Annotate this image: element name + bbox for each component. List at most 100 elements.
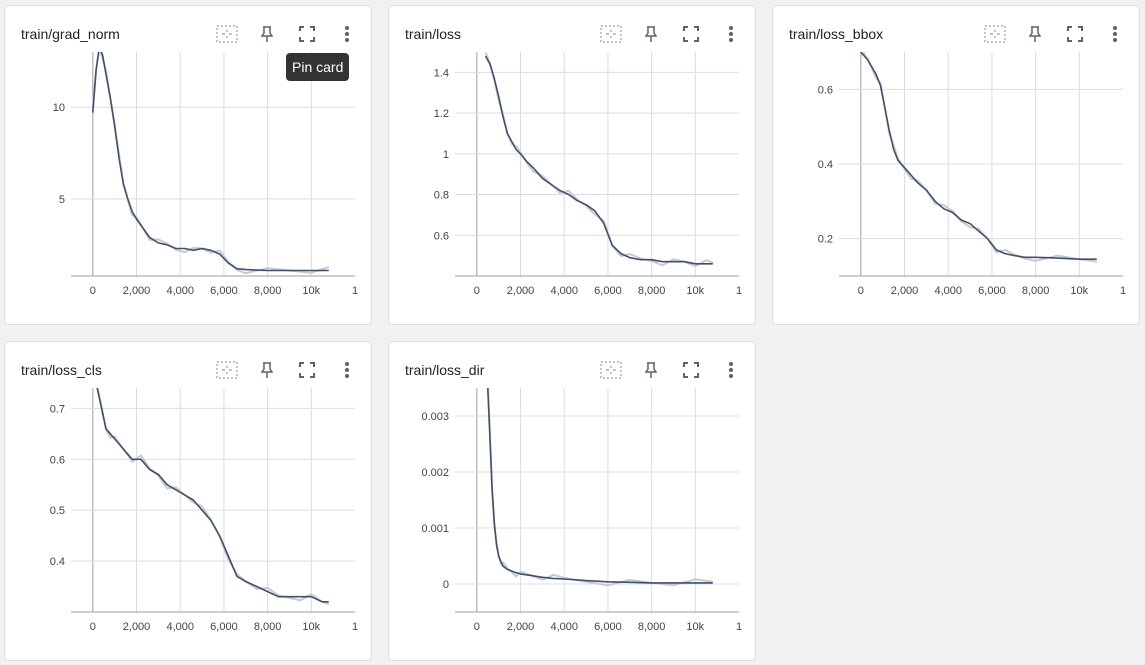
more-button[interactable]	[719, 358, 743, 382]
y-tick-label: 0.6	[818, 84, 833, 96]
card-title: train/loss_dir	[405, 362, 485, 378]
pin-button[interactable]	[1023, 22, 1047, 46]
line-chart[interactable]: 0 2,000 4,000 6,000 8,000 10k 1 0.6 0.8 1 1.2 1.4	[389, 52, 755, 302]
x-tick-label: 1	[1120, 285, 1126, 297]
line-chart[interactable]: 0 2,000 4,000 6,000 8,000 10k 1 0 0.001 0.002 0.00…	[389, 388, 755, 638]
pin-button[interactable]	[639, 358, 663, 382]
fullscreen-button[interactable]	[295, 358, 319, 382]
series-group	[96, 388, 330, 606]
x-tick-label: 10k	[302, 621, 320, 633]
more-vert-icon	[729, 26, 733, 42]
fullscreen-button[interactable]	[679, 22, 703, 46]
x-tick-label: 2,000	[507, 621, 535, 633]
x-tick-label: 1	[352, 621, 358, 633]
fit-domain-button[interactable]	[599, 22, 623, 46]
y-tick-label: 0.002	[421, 467, 449, 479]
x-tick-label: 0	[474, 621, 480, 633]
smoothed-series-line	[487, 388, 713, 584]
more-vert-icon	[345, 362, 349, 378]
chart-card-loss: train/loss 0 2,000 4,000 6,000 8,000 10k 1 0.6 0…	[388, 5, 756, 325]
x-tick-label: 6,000	[594, 285, 622, 297]
x-tick-label: 4,000	[166, 621, 194, 633]
more-button[interactable]	[719, 22, 743, 46]
series-group	[484, 52, 714, 268]
fit-domain-button[interactable]	[215, 358, 239, 382]
more-button[interactable]	[335, 22, 359, 46]
y-tick-label: 0.6	[50, 454, 65, 466]
y-tick-label: 0.5	[50, 505, 65, 517]
x-tick-label: 1	[736, 621, 742, 633]
fullscreen-button[interactable]	[1063, 22, 1087, 46]
y-tick-label: 0.7	[50, 403, 65, 415]
y-tick-label: 10	[53, 102, 65, 114]
x-tick-label: 8,000	[638, 621, 666, 633]
smoothed-series-line	[860, 52, 1097, 260]
x-tick-label: 0	[858, 285, 864, 297]
y-tick-label: 1	[443, 149, 449, 161]
smoothed-series-line	[484, 55, 713, 265]
fullscreen-button[interactable]	[295, 22, 319, 46]
smoothed-series-line	[92, 52, 329, 272]
raw-series-line	[484, 52, 714, 268]
line-chart[interactable]: 0 2,000 4,000 6,000 8,000 10k 1 0.2 0.4 0.6	[773, 52, 1139, 302]
y-tick-label: 0.6	[434, 230, 449, 242]
x-tick-label: 2,000	[123, 621, 151, 633]
y-tick-label: 0.001	[421, 523, 449, 535]
x-tick-label: 0	[90, 285, 96, 297]
fit-domain-icon	[984, 25, 1006, 43]
more-button[interactable]	[1103, 22, 1127, 46]
series-group	[860, 52, 1097, 263]
x-tick-label: 8,000	[1022, 285, 1050, 297]
x-tick-label: 1	[352, 285, 358, 297]
x-tick-label: 8,000	[638, 285, 666, 297]
y-tick-label: 1.2	[434, 108, 449, 120]
x-tick-label: 8,000	[254, 285, 282, 297]
pin-button[interactable]	[639, 22, 663, 46]
fit-domain-icon	[216, 25, 238, 43]
x-tick-label: 6,000	[210, 621, 238, 633]
fit-domain-icon	[600, 361, 622, 379]
more-vert-icon	[345, 26, 349, 42]
more-button[interactable]	[335, 358, 359, 382]
raw-series-line	[486, 388, 713, 587]
series-group	[91, 52, 330, 275]
y-tick-label: 0.4	[50, 556, 65, 568]
x-tick-label: 0	[90, 621, 96, 633]
fullscreen-button[interactable]	[679, 358, 703, 382]
x-tick-label: 2,000	[891, 285, 919, 297]
line-chart[interactable]: 0 2,000 4,000 6,000 8,000 10k 1 5 10	[5, 52, 371, 302]
x-tick-label: 4,000	[550, 285, 578, 297]
line-chart[interactable]: 0 2,000 4,000 6,000 8,000 10k 1 0.4 0.5 0.6 0.7	[5, 388, 371, 638]
fit-domain-button[interactable]	[983, 22, 1007, 46]
raw-series-line	[96, 388, 330, 606]
pin-card-tooltip: Pin card	[286, 53, 350, 81]
chart-card-loss-cls: train/loss_cls 0 2,000 4,000 6,000 8,000 10k 1…	[4, 341, 372, 661]
series-group	[486, 388, 713, 587]
x-tick-label: 0	[474, 285, 480, 297]
x-tick-label: 6,000	[594, 621, 622, 633]
x-tick-label: 10k	[686, 285, 704, 297]
x-tick-label: 8,000	[254, 621, 282, 633]
card-title: train/grad_norm	[21, 26, 120, 42]
pin-icon	[644, 26, 658, 42]
pin-button[interactable]	[255, 22, 279, 46]
pin-button[interactable]	[255, 358, 279, 382]
fit-domain-icon	[600, 25, 622, 43]
chart-card-grad-norm: train/grad_norm 0 2,000 4,000 6,000 8,000 10k…	[4, 5, 372, 325]
fullscreen-icon	[683, 362, 699, 378]
fullscreen-icon	[1067, 26, 1083, 42]
pin-icon	[1028, 26, 1042, 42]
card-title: train/loss_cls	[21, 362, 102, 378]
x-tick-label: 10k	[686, 621, 704, 633]
x-tick-label: 1	[736, 285, 742, 297]
fullscreen-icon	[299, 26, 315, 42]
x-tick-label: 10k	[302, 285, 320, 297]
pin-icon	[260, 362, 274, 378]
y-tick-label: 0.2	[818, 234, 833, 246]
y-tick-label: 1.4	[434, 67, 449, 79]
smoothed-series-line	[96, 388, 329, 603]
fullscreen-icon	[299, 362, 315, 378]
y-tick-label: 0	[443, 579, 449, 591]
fit-domain-button[interactable]	[215, 22, 239, 46]
fit-domain-button[interactable]	[599, 358, 623, 382]
